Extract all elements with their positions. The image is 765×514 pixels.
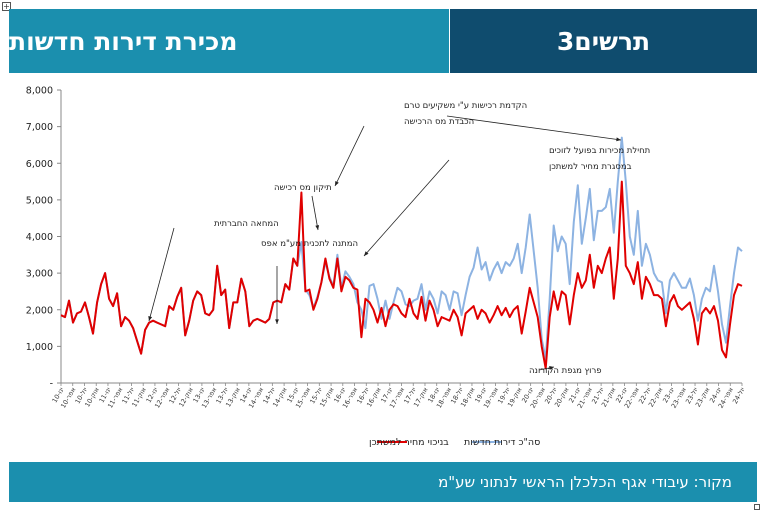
y-tick-label: -: [50, 379, 53, 390]
annotation-label: תיקון מס רכישה: [274, 183, 332, 193]
y-tick-label: 8,000: [26, 86, 53, 97]
y-tick-label: 7,000: [26, 122, 53, 133]
resize-handle-top[interactable]: +: [2, 2, 11, 11]
annotation-arrow: [363, 159, 450, 257]
annotation-label: הקדמת רכישות ע"י משקיעים טרם: [404, 101, 527, 111]
line-chart: - 1,000 2,000 3,000 4,000 5,000 6,000 7,000 8,00…: [26, 86, 747, 449]
source-footer: מקור: עיבודי אגף הכלכלן הראשי לנתוני שע"…: [9, 462, 757, 502]
legend-label-total: סה"כ דירות חדשות: [464, 437, 540, 448]
header-title-bar: מכירת דירות חדשות: [9, 9, 449, 73]
page-title: מכירת דירות חדשות: [9, 26, 238, 56]
annotation-arrow: [446, 115, 622, 141]
annotation-arrowhead: [616, 137, 621, 142]
y-tick-label: 4,000: [26, 232, 53, 243]
resize-handle-bottom[interactable]: [754, 504, 760, 510]
annotation-label: הכבדת מס הרכישה: [404, 117, 474, 127]
annotation-label: תחילת מכירות בפועל לזוכים: [549, 146, 650, 156]
annotation-arrowhead: [275, 319, 279, 324]
x-tick-label: 24-יול: [731, 386, 747, 406]
chart-number-label: תרשים3: [556, 26, 651, 56]
annotation-label: במסגרת מחיר למשתכן: [549, 162, 632, 172]
y-tick-label: 3,000: [26, 269, 53, 280]
annotation-arrow: [148, 227, 175, 322]
annotation-label: המחאה החברתית: [214, 219, 279, 229]
annotation-arrow: [311, 195, 319, 231]
annotation-arrowhead: [549, 366, 554, 370]
annotation-arrowhead: [364, 251, 369, 256]
y-tick-label: 1,000: [26, 342, 53, 353]
annotation-arrowhead: [148, 316, 153, 321]
chart-area: - 1,000 2,000 3,000 4,000 5,000 6,000 7,000 8,00…: [9, 78, 757, 456]
annotation-label: המתנה לתכנית מע"מ אפס: [261, 239, 358, 249]
series-line-excl-mortgage-program: [60, 180, 743, 370]
legend-label-excl-mortgage-program: בניכוי מחיר למשתכן: [369, 437, 449, 448]
y-tick-label: 6,000: [26, 159, 53, 170]
header-number-bar: תרשים3: [450, 9, 757, 73]
annotation-label: פרוץ מגפת הקורונה: [529, 366, 602, 376]
annotation-arrow: [334, 125, 365, 187]
y-tick-label: 5,000: [26, 195, 53, 206]
annotation-arrowhead: [315, 225, 320, 230]
source-text: מקור: עיבודי אגף הכלכלן הראשי לנתוני שע"…: [438, 473, 732, 491]
annotation-arrowhead: [335, 181, 339, 186]
y-tick-label: 2,000: [26, 305, 53, 316]
